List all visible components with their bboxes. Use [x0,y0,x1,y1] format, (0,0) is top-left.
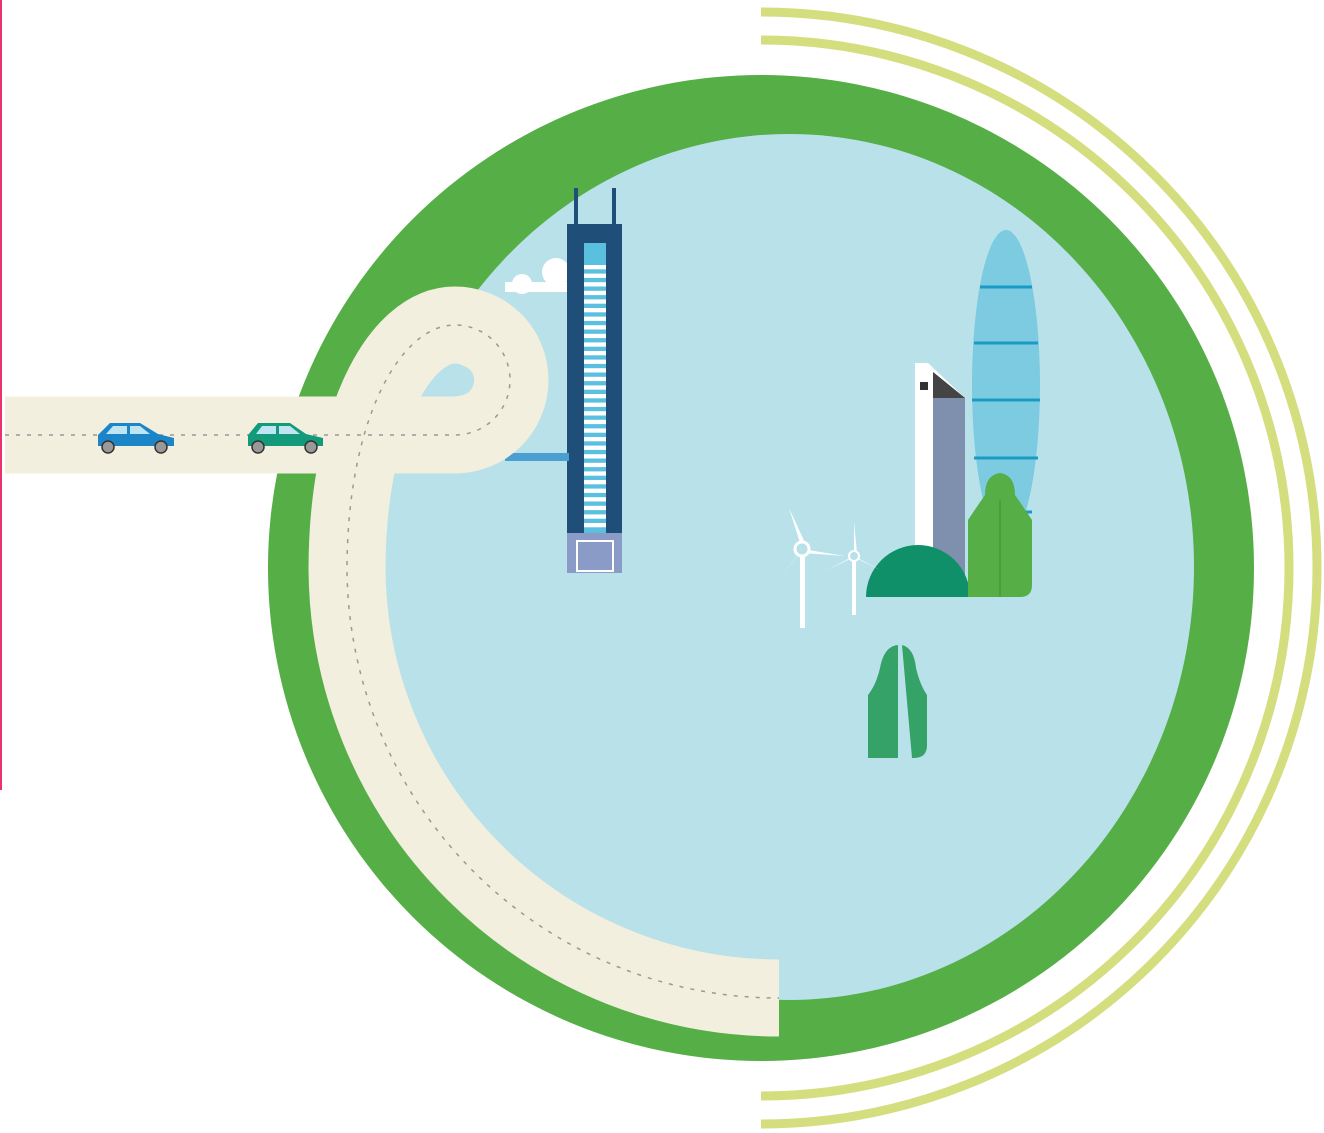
tree-right [968,473,1032,597]
window-stripe [584,359,606,364]
window-stripe [584,394,606,399]
window-stripe [584,411,606,416]
loop-hole [425,365,475,396]
window-stripe [584,471,606,476]
window-stripe [584,480,606,485]
window-stripe [584,523,606,528]
outer-arc [760,7,1322,1129]
window-stripe [584,333,606,339]
window-stripe [584,488,606,493]
window-stripe [584,290,606,296]
window-stripe [584,454,606,459]
road [5,286,780,1037]
wind-turbines [776,508,880,628]
window-stripe [584,351,606,356]
window-stripe [584,299,606,304]
bridge [505,453,569,461]
tower [567,188,622,573]
car-blue [98,423,174,454]
window-stripe [584,462,606,468]
window-stripe [584,419,606,425]
car-green [248,423,323,454]
window-stripe [584,445,606,450]
window-stripe [584,437,606,442]
inner-arc [760,35,1294,1101]
window-stripe [584,273,606,278]
cloud [505,258,570,294]
window-stripe [584,265,606,270]
window-stripe [584,342,606,347]
office-building [915,363,965,596]
window-stripe [584,428,606,433]
window-stripe [584,402,606,407]
window-stripe [584,514,606,519]
window-stripe [584,282,606,287]
window-stripe [584,385,606,390]
window-stripe [584,316,606,321]
window-stripe [584,505,606,511]
window-stripe [584,368,606,373]
window-stripe [584,376,606,382]
window-stripe [584,308,606,313]
tree-center [868,645,927,758]
window-stripe [584,325,606,330]
dome [866,545,970,597]
window-stripe [584,497,606,502]
gherkin [972,230,1040,540]
